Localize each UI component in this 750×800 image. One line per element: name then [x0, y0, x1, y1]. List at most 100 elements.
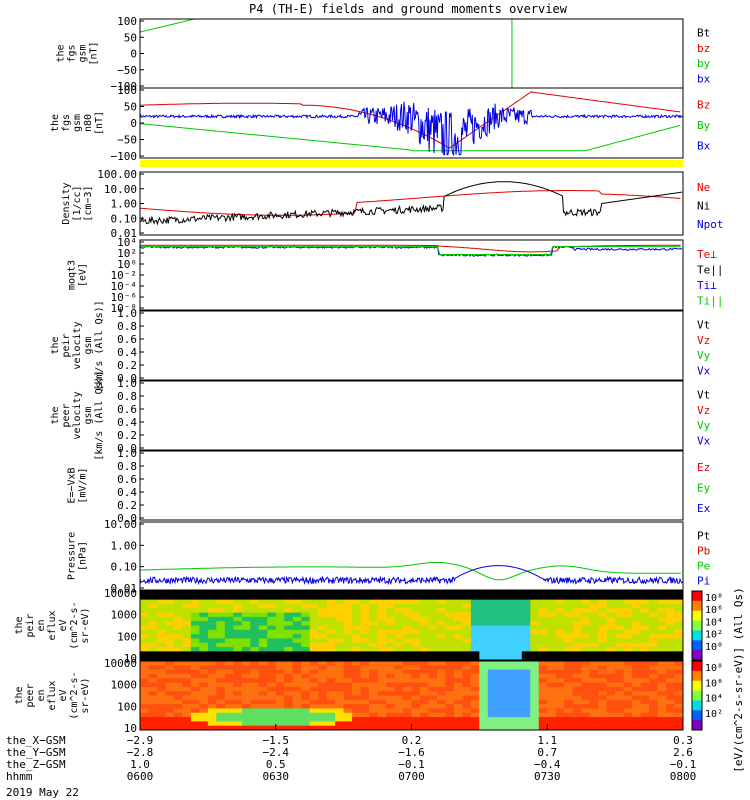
heatmap-cell — [258, 608, 268, 614]
heatmap-cell — [190, 669, 200, 675]
heatmap-cell — [284, 651, 294, 657]
heatmap-cell — [445, 629, 455, 635]
heatmap-cell — [182, 721, 192, 727]
heatmap-cell — [403, 682, 412, 688]
heatmap-cell — [173, 638, 183, 644]
heatmap-cell — [360, 612, 370, 618]
heatmap-cell — [666, 725, 676, 731]
heatmap-cell — [428, 669, 438, 675]
panel-pressure-ytick: 1.00 — [111, 539, 138, 552]
heatmap-cell — [606, 625, 616, 631]
heatmap-cell — [156, 621, 166, 626]
heatmap-cell — [632, 712, 642, 718]
heatmap-cell — [148, 699, 158, 705]
heatmap-cell — [513, 725, 523, 731]
heatmap-cell — [547, 616, 557, 622]
ylabel-line: [nT] — [89, 41, 100, 65]
heatmap-cell — [674, 625, 684, 631]
heatmap-cell — [326, 621, 336, 626]
heatmap-cell — [394, 686, 404, 692]
heatmap-cell — [360, 699, 370, 705]
heatmap-cell — [572, 634, 582, 639]
heatmap-cell — [555, 717, 565, 722]
heatmap-cell — [436, 665, 446, 671]
heatmap-cell — [632, 661, 642, 666]
heatmap-cell — [470, 629, 480, 635]
heatmap-cell — [403, 651, 412, 657]
heatmap-cell — [615, 612, 625, 618]
heatmap-cell — [284, 717, 294, 722]
heatmap-cell — [369, 673, 379, 679]
heatmap-cell — [436, 678, 446, 684]
heatmap-cell — [615, 603, 625, 609]
heatmap-cell — [564, 695, 574, 701]
colorbar-segment — [692, 720, 702, 731]
heatmap-cell — [589, 712, 599, 718]
heatmap-cell — [615, 625, 625, 631]
heatmap-cell — [615, 691, 625, 696]
heatmap-cell — [470, 695, 480, 701]
heatmap-cell — [419, 655, 429, 661]
heatmap-cell — [513, 612, 523, 618]
heatmap-cell — [352, 708, 362, 714]
heatmap-cell — [199, 695, 209, 701]
heatmap-cell — [623, 612, 633, 618]
heatmap-cell — [182, 651, 192, 657]
heatmap-cell — [547, 591, 557, 596]
heatmap-cell — [352, 699, 362, 705]
legend-Te⊥: Te⊥ — [697, 248, 717, 261]
heatmap-cell — [335, 642, 345, 648]
heatmap-cell — [148, 638, 158, 644]
heatmap-cell — [589, 591, 599, 596]
heatmap-cell — [615, 678, 625, 684]
heatmap-cell — [250, 647, 260, 652]
legend-Vz: Vz — [697, 404, 710, 417]
heatmap-cell — [250, 725, 260, 731]
heatmap-cell — [224, 686, 234, 692]
heatmap-cell — [615, 638, 625, 644]
heatmap-cell — [224, 655, 234, 661]
heatmap-cell — [496, 655, 506, 661]
heatmap-cell — [504, 608, 514, 614]
heatmap-cell — [233, 595, 243, 601]
heatmap-cell — [572, 673, 582, 679]
heatmap-cell — [555, 682, 565, 688]
heatmap-cell — [394, 655, 404, 661]
heatmap-cell — [657, 629, 667, 635]
heatmap-cell — [555, 634, 565, 639]
heatmap-cell — [462, 725, 472, 731]
heatmap-cell — [258, 595, 268, 601]
heatmap-cell — [284, 638, 294, 644]
heatmap-cell — [479, 682, 489, 688]
heatmap-cell — [445, 678, 455, 684]
heatmap-cell — [606, 682, 616, 688]
heatmap-cell — [479, 655, 489, 661]
heatmap-cell — [674, 665, 684, 671]
heatmap-cell — [156, 712, 166, 718]
heatmap-cell — [419, 638, 429, 644]
heatmap-cell — [335, 673, 345, 679]
heatmap-cell — [394, 721, 404, 727]
heatmap-cell — [309, 621, 319, 626]
heatmap-cell — [199, 634, 209, 639]
heatmap-cell — [674, 695, 684, 701]
heatmap-cell — [216, 695, 226, 701]
heatmap-cell — [284, 603, 294, 609]
heatmap-cell — [292, 678, 302, 684]
heatmap-cell — [436, 717, 446, 722]
heatmap-cell — [403, 603, 412, 609]
heatmap-cell — [377, 608, 387, 614]
heatmap-cell — [403, 647, 412, 652]
heatmap-cell — [369, 678, 379, 684]
heatmap-cell — [453, 612, 463, 618]
heatmap-cell — [530, 651, 540, 657]
heatmap-cell — [589, 621, 599, 626]
heatmap-cell — [301, 686, 311, 692]
heatmap-cell — [462, 699, 472, 705]
heatmap-cell — [666, 651, 676, 657]
panel-temperature: moqt3[eV]10⁴10²10⁰10⁻²10⁻⁴10⁻⁶10⁻⁸Te⊥Te|… — [67, 236, 724, 315]
heatmap-cell — [394, 634, 404, 639]
heatmap-cell — [589, 638, 599, 644]
heatmap-cell — [216, 608, 226, 614]
heatmap-cell — [156, 616, 166, 622]
